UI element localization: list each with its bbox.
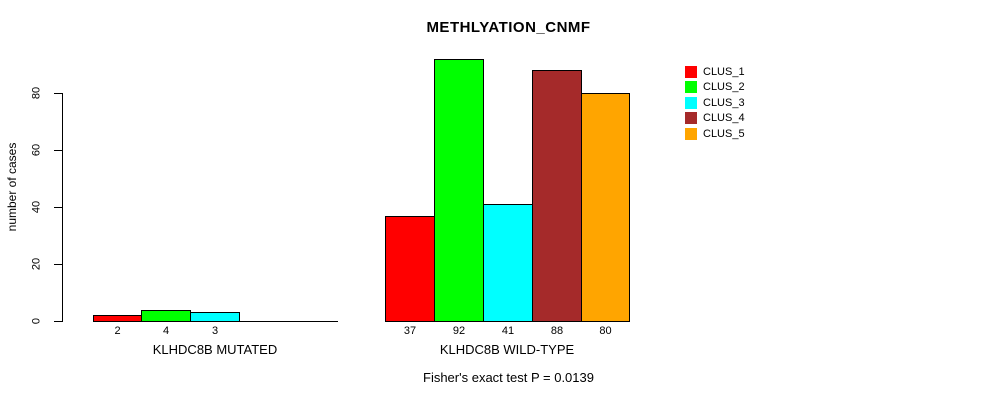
legend-swatch: [685, 81, 697, 93]
group-label-klhdc8b-wild-type: KLHDC8B WILD-TYPE: [439, 342, 575, 357]
bar-value-label: 41: [501, 325, 515, 337]
legend-item-clus-4: CLUS_4: [685, 112, 745, 124]
legend-label: CLUS_4: [703, 112, 745, 124]
bar-clus-4-klhdc8b-mutated: [239, 321, 289, 322]
legend-item-clus-3: CLUS_3: [685, 97, 745, 109]
bar-clus-5-klhdc8b-mutated: [288, 321, 338, 322]
footnote: Fisher's exact test P = 0.0139: [423, 370, 594, 385]
bar-clus-3-klhdc8b-wild-type: [483, 204, 533, 322]
bar-value-label: 4: [162, 325, 170, 337]
y-tick-label: 80: [30, 86, 43, 100]
legend-item-clus-2: CLUS_2: [685, 81, 745, 93]
bar-clus-2-klhdc8b-mutated: [141, 310, 191, 322]
legend-label: CLUS_3: [703, 97, 745, 109]
y-axis-line: [62, 93, 63, 322]
y-axis-label: number of cases: [5, 142, 19, 232]
legend-label: CLUS_1: [703, 66, 745, 78]
y-tick-label: 20: [30, 257, 43, 271]
legend-item-clus-5: CLUS_5: [685, 128, 745, 140]
bar-value-label: 88: [550, 325, 564, 337]
bar-clus-1-klhdc8b-wild-type: [385, 216, 435, 322]
bar-clus-1-klhdc8b-mutated: [93, 315, 142, 322]
y-tick: [54, 264, 62, 265]
legend-swatch: [685, 97, 697, 109]
bar-value-label: 3: [211, 325, 219, 337]
bar-value-label: 2: [114, 325, 121, 337]
bar-clus-5-klhdc8b-wild-type: [581, 93, 630, 322]
y-tick-label: 60: [30, 143, 43, 157]
legend-item-clus-1: CLUS_1: [685, 66, 745, 78]
y-tick-label: 0: [30, 317, 43, 325]
bar-value-label: 80: [599, 325, 612, 337]
y-tick-label: 40: [30, 200, 43, 214]
legend-label: CLUS_5: [703, 128, 745, 140]
y-tick: [54, 321, 62, 322]
legend-swatch: [685, 112, 697, 124]
bar-value-label: 92: [452, 325, 466, 337]
y-tick: [54, 150, 62, 151]
legend-swatch: [685, 128, 697, 140]
bar-value-label: 37: [403, 325, 417, 337]
y-tick: [54, 207, 62, 208]
bar-clus-2-klhdc8b-wild-type: [434, 59, 484, 322]
group-label-klhdc8b-mutated: KLHDC8B MUTATED: [152, 342, 278, 357]
y-tick: [54, 93, 62, 94]
chart-title: METHLYATION_CNMF: [426, 19, 591, 36]
legend-swatch: [685, 66, 697, 78]
legend-label: CLUS_2: [703, 81, 745, 93]
bar-clus-4-klhdc8b-wild-type: [532, 70, 582, 322]
bar-clus-3-klhdc8b-mutated: [190, 312, 240, 322]
